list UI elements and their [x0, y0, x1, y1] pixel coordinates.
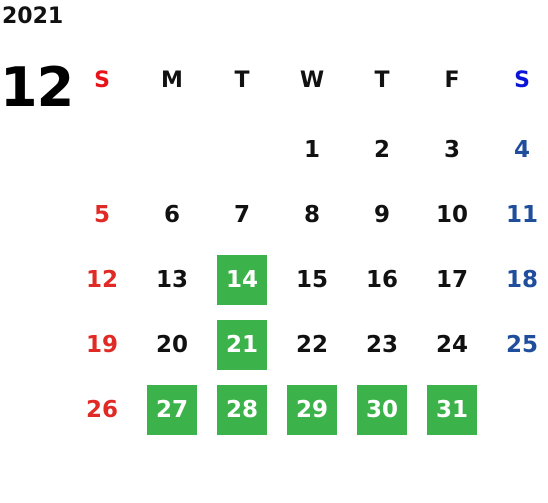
- highlighted-day: 30: [357, 385, 407, 435]
- day: 11: [505, 202, 538, 228]
- weekday-header: T: [374, 67, 390, 93]
- day: 12: [85, 267, 118, 293]
- day: 5: [93, 202, 110, 228]
- highlighted-day: 31: [427, 385, 477, 435]
- highlighted-day: 27: [147, 385, 197, 435]
- weekday-header: S: [514, 67, 530, 93]
- day: 20: [155, 332, 188, 358]
- weekday-header: T: [234, 67, 250, 93]
- highlighted-day: 28: [217, 385, 267, 435]
- day: 1: [303, 137, 320, 163]
- day: 10: [435, 202, 468, 228]
- day: 23: [365, 332, 398, 358]
- day: 2: [373, 137, 390, 163]
- day: 25: [505, 332, 538, 358]
- day: 18: [505, 267, 538, 293]
- year: 2021: [2, 4, 64, 29]
- day: 13: [155, 267, 188, 293]
- day: 7: [233, 202, 250, 228]
- day: 9: [373, 202, 390, 228]
- highlighted-day: 21: [217, 320, 267, 370]
- day: 24: [435, 332, 468, 358]
- day: 22: [295, 332, 328, 358]
- highlighted-day: 29: [287, 385, 337, 435]
- highlighted-day: 14: [217, 255, 267, 305]
- day: 4: [513, 137, 530, 163]
- month: 12: [0, 56, 74, 119]
- weekday-header: S: [94, 67, 110, 93]
- day: 19: [85, 332, 118, 358]
- day: 6: [163, 202, 180, 228]
- weekday-header: M: [161, 67, 183, 93]
- weekday-header: F: [444, 67, 460, 93]
- day: 26: [85, 397, 118, 423]
- day: 17: [435, 267, 468, 293]
- day: 3: [443, 137, 460, 163]
- weekday-header: W: [299, 67, 325, 93]
- day: 16: [365, 267, 398, 293]
- day: 8: [303, 202, 320, 228]
- day: 15: [295, 267, 328, 293]
